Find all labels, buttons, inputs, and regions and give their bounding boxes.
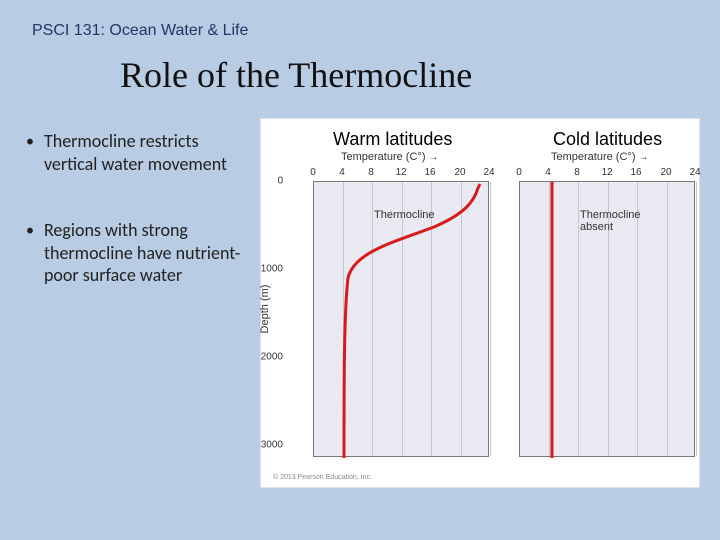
x-tick: 12 [395,167,406,178]
x-axis-label-right: Temperature (C°) → [551,151,649,163]
bullet-text: Regions with strong thermocline have nut… [44,219,246,287]
x-tick: 16 [424,167,435,178]
gridline [490,182,491,456]
chart-warm: Thermocline [313,181,489,457]
arrow-right-icon: → [639,152,649,163]
list-item: • Regions with strong thermocline have n… [26,219,246,287]
bullet-dot: • [26,221,34,241]
warm-curve [314,182,490,458]
x-axis-text: Temperature (C°) [341,151,425,163]
x-tick: 12 [601,167,612,178]
x-tick: 4 [545,167,551,178]
x-tick: 4 [339,167,345,178]
thermocline-figure: Warm latitudes Cold latitudes Temperatur… [260,118,700,488]
y-tick: 3000 [261,440,283,451]
y-tick: 0 [277,176,283,187]
bullet-text: Thermocline restricts vertical water mov… [44,130,246,175]
gridline [696,182,697,456]
x-axis-text: Temperature (C°) [551,151,635,163]
copyright-text: © 2013 Pearson Education, Inc. [273,474,372,481]
panel-title-warm: Warm latitudes [333,129,452,150]
y-tick: 2000 [261,352,283,363]
x-tick: 24 [483,167,494,178]
bullet-dot: • [26,132,34,152]
list-item: • Thermocline restricts vertical water m… [26,130,246,175]
x-ticks-left: 04812162024 [313,167,489,181]
x-tick: 20 [454,167,465,178]
y-axis-label: Depth (m) [259,285,271,334]
bullet-list: • Thermocline restricts vertical water m… [26,130,246,331]
x-tick: 8 [368,167,374,178]
page-title: Role of the Thermocline [120,54,472,96]
x-tick: 16 [630,167,641,178]
course-label: PSCI 131: Ocean Water & Life [32,22,248,40]
panel-title-cold: Cold latitudes [553,129,662,150]
x-tick: 24 [689,167,700,178]
x-tick: 0 [310,167,316,178]
arrow-right-icon: → [429,152,439,163]
chart-cold: Thermocline absent [519,181,695,457]
x-axis-label-left: Temperature (C°) → [341,151,439,163]
cold-curve [520,182,696,458]
x-tick: 0 [516,167,522,178]
y-tick: 1000 [261,264,283,275]
x-ticks-right: 04812162024 [519,167,695,181]
x-tick: 20 [660,167,671,178]
x-tick: 8 [574,167,580,178]
